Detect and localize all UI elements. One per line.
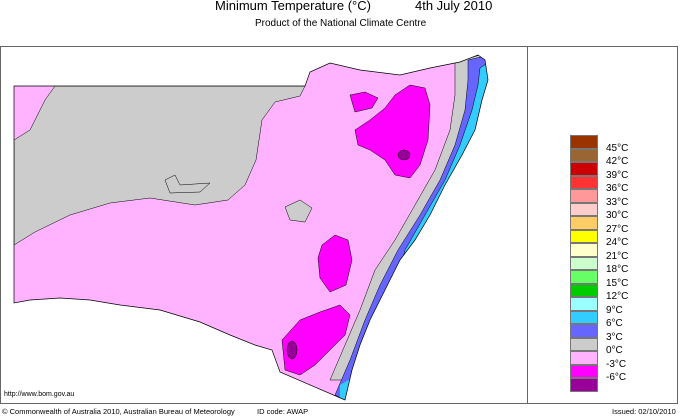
- map-frame: [0, 46, 678, 404]
- legend-label: 36°C: [606, 183, 629, 194]
- legend-swatch: [570, 364, 598, 378]
- zone-0-3-west: [14, 85, 306, 246]
- legend-swatch: [570, 162, 598, 176]
- legend-label: 6°C: [606, 318, 623, 329]
- issued-date: Issued: 02/10/2010: [612, 407, 676, 416]
- legend-label: 9°C: [606, 304, 623, 316]
- legend-label: 0°C: [606, 345, 623, 356]
- temperature-legend: 45°C 42°C 39°C 36°C 33°C 30°C 27°C 24°C 21°C 18°C…: [570, 135, 628, 392]
- legend-swatch: [570, 256, 598, 270]
- title-text: Minimum Temperature (°C): [215, 0, 371, 13]
- map-title: Minimum Temperature (°C) 4th July 2010: [0, 0, 680, 18]
- legend-swatch: [570, 337, 598, 351]
- legend-swatch: [570, 270, 598, 284]
- lake-grey-1: [164, 174, 211, 194]
- nsw-temperature-map: [13, 54, 489, 401]
- legend-label: 33°C: [606, 196, 629, 208]
- legend-swatch: [570, 283, 598, 297]
- copyright: © Commonwealth of Australia 2010, Austra…: [2, 407, 235, 416]
- lake-grey-2: [284, 199, 313, 223]
- legend-swatch: [570, 229, 598, 243]
- legend-label: 12°C: [606, 291, 629, 302]
- zone-below-minus6-ne: [397, 149, 411, 161]
- zone-minus6-minus3-ne2: [349, 91, 379, 113]
- legend-label: 21°C: [606, 250, 629, 262]
- id-code: ID code: AWAP: [257, 407, 309, 416]
- legend-swatch: [570, 135, 598, 149]
- legend-swatch: [570, 216, 598, 230]
- legend-swatch: [570, 175, 598, 189]
- legend-divider: [527, 46, 528, 404]
- legend-swatch: [570, 310, 598, 324]
- legend-swatch: [570, 148, 598, 162]
- zone-minus6-minus3-central: [317, 234, 353, 293]
- legend-label: 24°C: [606, 237, 629, 248]
- legend-label: 39°C: [606, 169, 629, 181]
- legend-label: 30°C: [606, 210, 629, 221]
- subtitle: Product of the National Climate Centre: [255, 18, 427, 29]
- legend-label: 3°C: [606, 331, 623, 343]
- legend-label: 45°C: [606, 142, 629, 154]
- title-date: 4th July 2010: [415, 0, 493, 13]
- legend-label: 15°C: [606, 277, 629, 289]
- nsw-outline: [13, 54, 489, 401]
- legend-label: -6°C: [606, 372, 627, 383]
- legend-swatch: [570, 351, 598, 365]
- legend-label: 18°C: [606, 264, 629, 275]
- website-link[interactable]: http://www.bom.gov.au: [4, 391, 75, 398]
- legend-swatch: [570, 243, 598, 257]
- legend-label: 27°C: [606, 223, 629, 235]
- zone-below-minus6-south: [286, 340, 298, 360]
- legend-swatch: [570, 297, 598, 311]
- legend-swatch: [570, 202, 598, 216]
- zone-minus6-minus3-south: [281, 304, 351, 376]
- legend-label: 42°C: [606, 156, 629, 167]
- legend-swatch: [570, 324, 598, 338]
- legend-swatch: [570, 189, 598, 203]
- zone-minus6-minus3-ne: [354, 84, 431, 179]
- legend-label: -3°C: [606, 358, 627, 370]
- legend-swatch: [570, 378, 598, 392]
